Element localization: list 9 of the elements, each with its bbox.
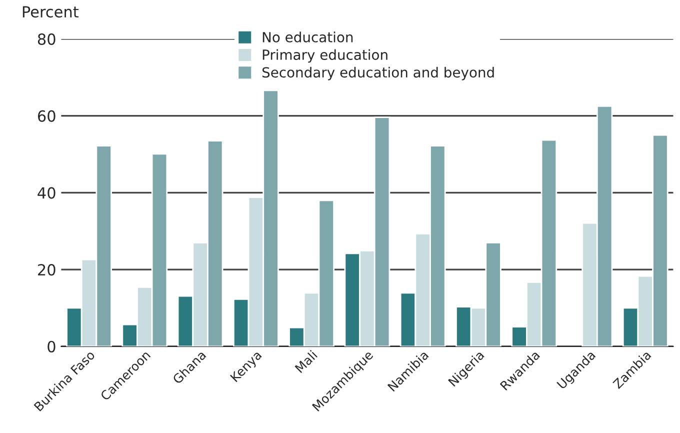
y-axis-title: Percent <box>22 6 79 18</box>
legend-label: Primary education <box>262 49 388 63</box>
y-tick-label: 0 <box>48 340 56 352</box>
y-tick-label: 80 <box>38 33 56 45</box>
legend-label: Secondary education and beyond <box>262 66 494 80</box>
y-tick-label: 60 <box>38 110 56 122</box>
y-tick-label: 20 <box>38 264 56 276</box>
legend-label: No education <box>262 32 353 42</box>
y-tick-label: 40 <box>38 187 56 199</box>
